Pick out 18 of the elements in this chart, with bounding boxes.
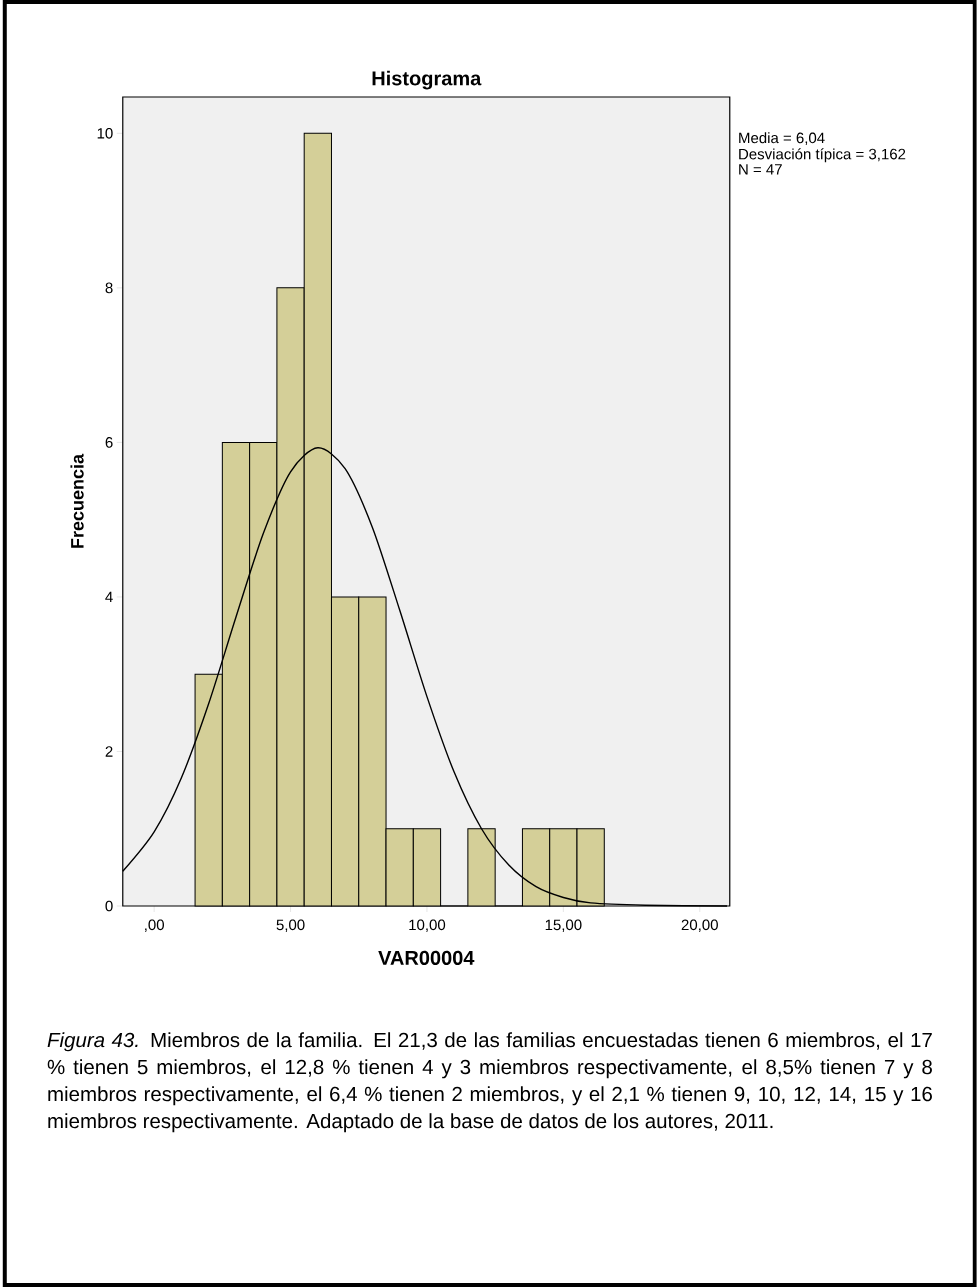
y-axis-title: Frecuencia [70,453,84,548]
y-tick-label: 8 [105,282,113,294]
y-tick-label: 10 [97,128,113,139]
y-tick-label: 0 [105,900,113,912]
y-tick-label: 4 [105,591,113,603]
y-tick-label: 6 [105,437,113,448]
x-tick-label: 10,00 [409,919,446,932]
x-tick-label: 5,00 [276,919,305,932]
chart-title: Histograma [372,70,482,90]
x-tick-label: 20,00 [681,919,719,932]
text: Figura 43. Miembros de la familia. El 21,3 de las familias encuestadas tienen 6 miembros, el 17 % tienen 5 miembros, el 12,8 % tienen 4 y 3 miembros respectivamente, el 8,5% tienen 7 y 8 miembros respectivamente, el 6,4 % tienen 2 miembros, y el 2,1 % tienen 9, 10, 12, 14, 15 y 16 miembros respectivamente. Adaptado de la base de datos de los autores, 2011. [47,1032,933,1133]
x-axis-title: VAR00004 [378,950,475,965]
x-tick-label: 15,00 [545,919,582,932]
text: Desviación típica = 3,162 [739,148,906,163]
text: Media = 6,04 [739,132,825,145]
x-tick-label: ,00 [145,919,165,932]
text: N = 47 [739,164,782,175]
y-tick-label: 2 [105,746,113,757]
